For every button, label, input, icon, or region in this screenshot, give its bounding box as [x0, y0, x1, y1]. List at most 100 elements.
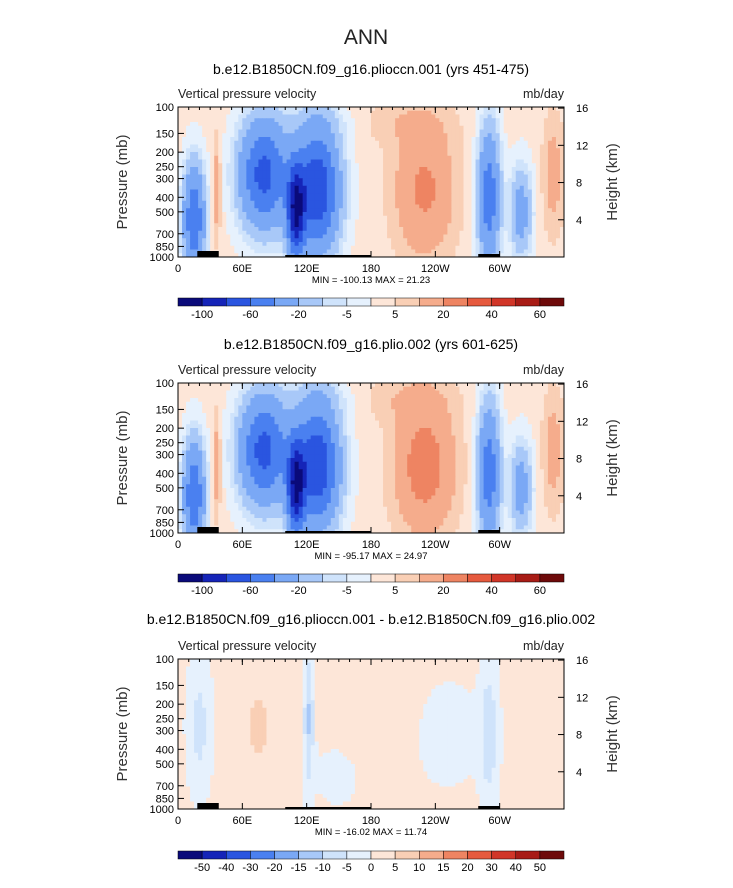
contour-cell — [338, 129, 344, 134]
contour-cell — [338, 394, 344, 399]
contour-cell — [306, 133, 312, 138]
contour-cell — [218, 242, 223, 247]
contour-cell — [471, 398, 476, 403]
contour-cell — [302, 137, 308, 142]
contour-cell — [258, 174, 263, 179]
contour-cell — [487, 110, 493, 115]
contour-cell — [527, 110, 533, 115]
contour-cell — [419, 398, 424, 403]
contour-cell — [326, 245, 332, 250]
contour-cell — [282, 390, 287, 395]
contour-cell — [274, 167, 279, 172]
contour-cell — [190, 405, 195, 410]
contour-cell — [230, 197, 235, 202]
contour-cell — [475, 197, 480, 202]
contour-cell — [443, 416, 448, 421]
contour-cell — [403, 249, 408, 254]
contour-cell — [519, 193, 525, 198]
contour-cell — [190, 152, 195, 157]
contour-cell — [527, 253, 533, 258]
contour-cell — [338, 215, 344, 220]
contour-cell — [431, 253, 436, 258]
contour-cell — [543, 167, 549, 172]
contour-cell — [375, 163, 380, 168]
contour-cell — [383, 159, 388, 164]
contour-cell — [467, 413, 472, 418]
contour-cell — [387, 163, 392, 168]
contour-cell — [411, 253, 416, 258]
contour-cell — [254, 405, 259, 410]
contour-cell — [523, 223, 529, 228]
contour-cell — [346, 227, 352, 232]
contour-cell — [419, 122, 424, 127]
contour-cell — [338, 219, 344, 224]
contour-cell — [551, 204, 557, 209]
contour-cell — [515, 107, 521, 112]
contour-cell — [318, 125, 324, 130]
contour-cell — [463, 238, 468, 243]
contour-cell — [358, 208, 364, 213]
contour-cell — [246, 118, 251, 123]
contour-cell — [451, 193, 456, 198]
contour-cell — [399, 152, 404, 157]
contour-cell — [451, 197, 456, 202]
contour-cell — [371, 230, 376, 235]
contour-cell — [230, 390, 235, 395]
contour-cell — [527, 390, 533, 395]
contour-cell — [379, 133, 384, 138]
contour-cell — [306, 420, 312, 425]
contour-cell — [535, 208, 541, 213]
contour-cell — [411, 197, 416, 202]
contour-cell — [206, 122, 211, 127]
contour-cell — [330, 386, 336, 391]
contour-cell — [310, 204, 316, 209]
contour-cell — [182, 178, 187, 183]
contour-cell — [499, 110, 505, 115]
contour-cell — [338, 242, 344, 247]
contour-cell — [270, 118, 275, 123]
contour-cell — [379, 405, 384, 410]
contour-cell — [190, 383, 195, 388]
contour-cell — [366, 167, 372, 172]
contour-cell — [495, 227, 501, 232]
contour-cell — [519, 212, 525, 217]
contour-cell — [427, 122, 432, 127]
contour-cell — [218, 155, 223, 160]
contour-cell — [495, 107, 501, 112]
contour-cell — [551, 212, 557, 217]
contour-cell — [391, 238, 396, 243]
contour-cell — [531, 148, 537, 153]
contour-cell — [178, 129, 183, 134]
contour-cell — [391, 230, 396, 235]
contour-cell — [391, 178, 396, 183]
contour-cell — [298, 148, 304, 153]
contour-cell — [198, 242, 203, 247]
contour-cell — [399, 230, 404, 235]
contour-cell — [419, 227, 424, 232]
contour-cell — [338, 230, 344, 235]
contour-cell — [559, 238, 565, 243]
contour-cell — [439, 140, 444, 145]
contour-cell — [427, 242, 432, 247]
contour-cell — [234, 401, 239, 406]
contour-cell — [290, 215, 295, 220]
contour-cell — [214, 178, 219, 183]
contour-cell — [431, 383, 436, 388]
contour-cell — [431, 189, 436, 194]
contour-cell — [411, 212, 416, 217]
contour-cell — [427, 398, 432, 403]
contour-cell — [294, 167, 300, 172]
contour-cell — [407, 223, 412, 228]
contour-cell — [535, 159, 541, 164]
contour-cell — [278, 249, 283, 254]
contour-cell — [403, 386, 408, 391]
contour-cell — [535, 227, 541, 232]
contour-cell — [222, 212, 227, 217]
contour-cell — [326, 152, 332, 157]
contour-cell — [463, 413, 468, 418]
contour-cell — [519, 200, 525, 205]
contour-cell — [194, 155, 199, 160]
contour-cell — [258, 420, 263, 425]
contour-cell — [463, 140, 468, 145]
contour-cell — [322, 223, 328, 228]
